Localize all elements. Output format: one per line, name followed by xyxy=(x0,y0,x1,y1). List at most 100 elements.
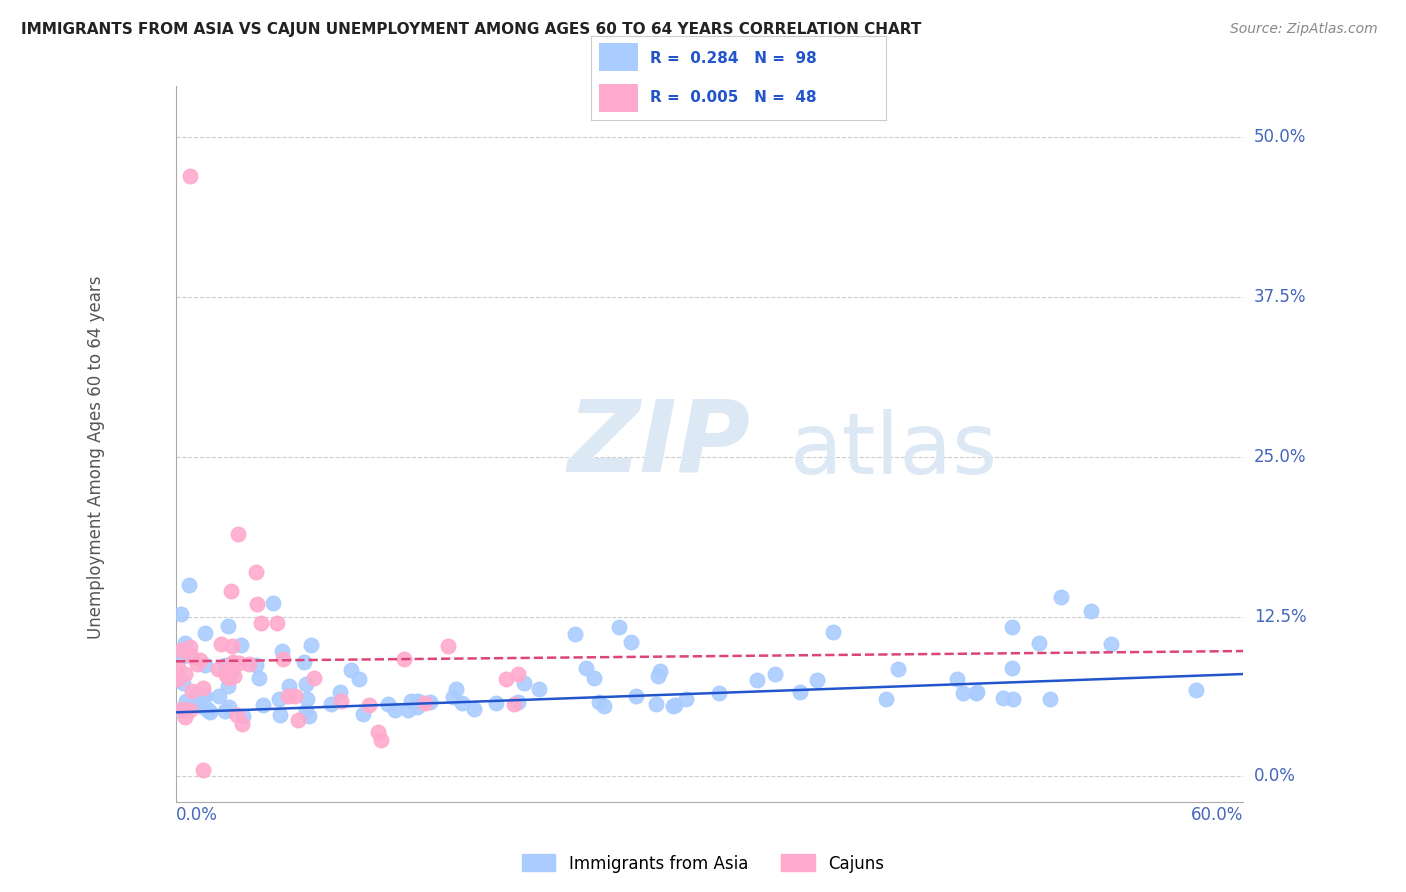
Point xyxy=(207,662,229,676)
Point xyxy=(191,689,214,703)
Text: 0.0%: 0.0% xyxy=(176,805,218,823)
Point xyxy=(593,698,616,713)
Point xyxy=(179,169,201,183)
Point xyxy=(451,697,474,711)
Point xyxy=(186,657,208,671)
Point xyxy=(267,691,290,706)
Point xyxy=(993,690,1015,705)
Point xyxy=(180,649,202,664)
Point xyxy=(330,694,353,708)
Point xyxy=(287,713,309,727)
Point xyxy=(765,666,787,681)
Point xyxy=(197,703,219,717)
Point xyxy=(221,639,243,653)
Point xyxy=(229,638,252,652)
Point xyxy=(224,668,246,682)
Point xyxy=(1001,620,1024,634)
Point xyxy=(181,683,204,698)
Text: IMMIGRANTS FROM ASIA VS CAJUN UNEMPLOYMENT AMONG AGES 60 TO 64 YEARS CORRELATION: IMMIGRANTS FROM ASIA VS CAJUN UNEMPLOYME… xyxy=(21,22,921,37)
Point xyxy=(298,708,321,723)
Point xyxy=(167,703,190,717)
Point xyxy=(246,597,269,611)
Point xyxy=(620,635,643,649)
Point xyxy=(463,702,485,716)
Point xyxy=(218,699,240,714)
Point xyxy=(662,699,685,714)
Point xyxy=(582,671,605,685)
Text: ZIP: ZIP xyxy=(567,395,751,492)
Point xyxy=(218,671,240,685)
Point xyxy=(806,673,828,688)
Text: 60.0%: 60.0% xyxy=(1191,805,1243,823)
Point xyxy=(675,692,697,706)
Point xyxy=(707,686,730,700)
Point xyxy=(436,639,458,653)
Point xyxy=(207,689,229,703)
Point xyxy=(231,717,253,731)
Point xyxy=(946,672,969,686)
Point xyxy=(399,693,422,707)
Point xyxy=(609,619,631,633)
Point xyxy=(173,635,195,649)
Point xyxy=(190,652,212,666)
Point xyxy=(252,698,274,712)
Point xyxy=(485,696,508,710)
Bar xyxy=(599,44,638,71)
Point xyxy=(186,687,208,701)
Point xyxy=(194,658,217,673)
Text: 0.0%: 0.0% xyxy=(1254,767,1296,785)
Point xyxy=(367,725,389,739)
Text: Unemployment Among Ages 60 to 64 years: Unemployment Among Ages 60 to 64 years xyxy=(87,275,105,639)
Point xyxy=(183,697,205,711)
Point xyxy=(172,648,194,663)
Text: atlas: atlas xyxy=(790,409,998,492)
Point xyxy=(745,673,768,688)
Point xyxy=(299,638,322,652)
Point xyxy=(170,701,193,715)
Point xyxy=(271,651,294,665)
Point xyxy=(506,695,529,709)
Point xyxy=(502,697,524,711)
Point xyxy=(1099,637,1122,651)
Point xyxy=(444,681,467,696)
Text: R =  0.005   N =  48: R = 0.005 N = 48 xyxy=(650,90,817,105)
Point xyxy=(238,657,260,671)
Bar xyxy=(599,84,638,112)
Point xyxy=(564,627,586,641)
Point xyxy=(506,666,529,681)
Point xyxy=(377,697,399,711)
Point xyxy=(221,657,243,671)
Point xyxy=(295,676,318,690)
Point xyxy=(195,702,218,716)
Point xyxy=(887,662,910,676)
Point xyxy=(392,651,415,665)
Point xyxy=(295,692,318,706)
Point xyxy=(245,565,267,579)
Point xyxy=(225,707,247,722)
Point xyxy=(965,686,987,700)
Point xyxy=(574,661,596,675)
Text: 37.5%: 37.5% xyxy=(1254,288,1306,306)
Point xyxy=(875,691,897,706)
Point xyxy=(1001,660,1024,674)
Point xyxy=(215,668,238,682)
Point xyxy=(329,685,352,699)
Point xyxy=(319,697,342,711)
Point xyxy=(262,596,284,610)
Point xyxy=(588,695,610,709)
Point xyxy=(495,672,517,686)
Point xyxy=(664,698,686,713)
Point xyxy=(166,661,188,675)
Point xyxy=(191,681,214,695)
Text: R =  0.284   N =  98: R = 0.284 N = 98 xyxy=(650,51,817,66)
Point xyxy=(1050,591,1073,605)
Point xyxy=(821,624,844,639)
Text: Source: ZipAtlas.com: Source: ZipAtlas.com xyxy=(1230,22,1378,37)
Point xyxy=(194,626,217,640)
Point xyxy=(180,698,202,713)
Point xyxy=(249,615,271,630)
Point xyxy=(294,704,316,718)
Point xyxy=(384,703,406,717)
Point xyxy=(221,665,243,679)
Point xyxy=(292,655,315,669)
